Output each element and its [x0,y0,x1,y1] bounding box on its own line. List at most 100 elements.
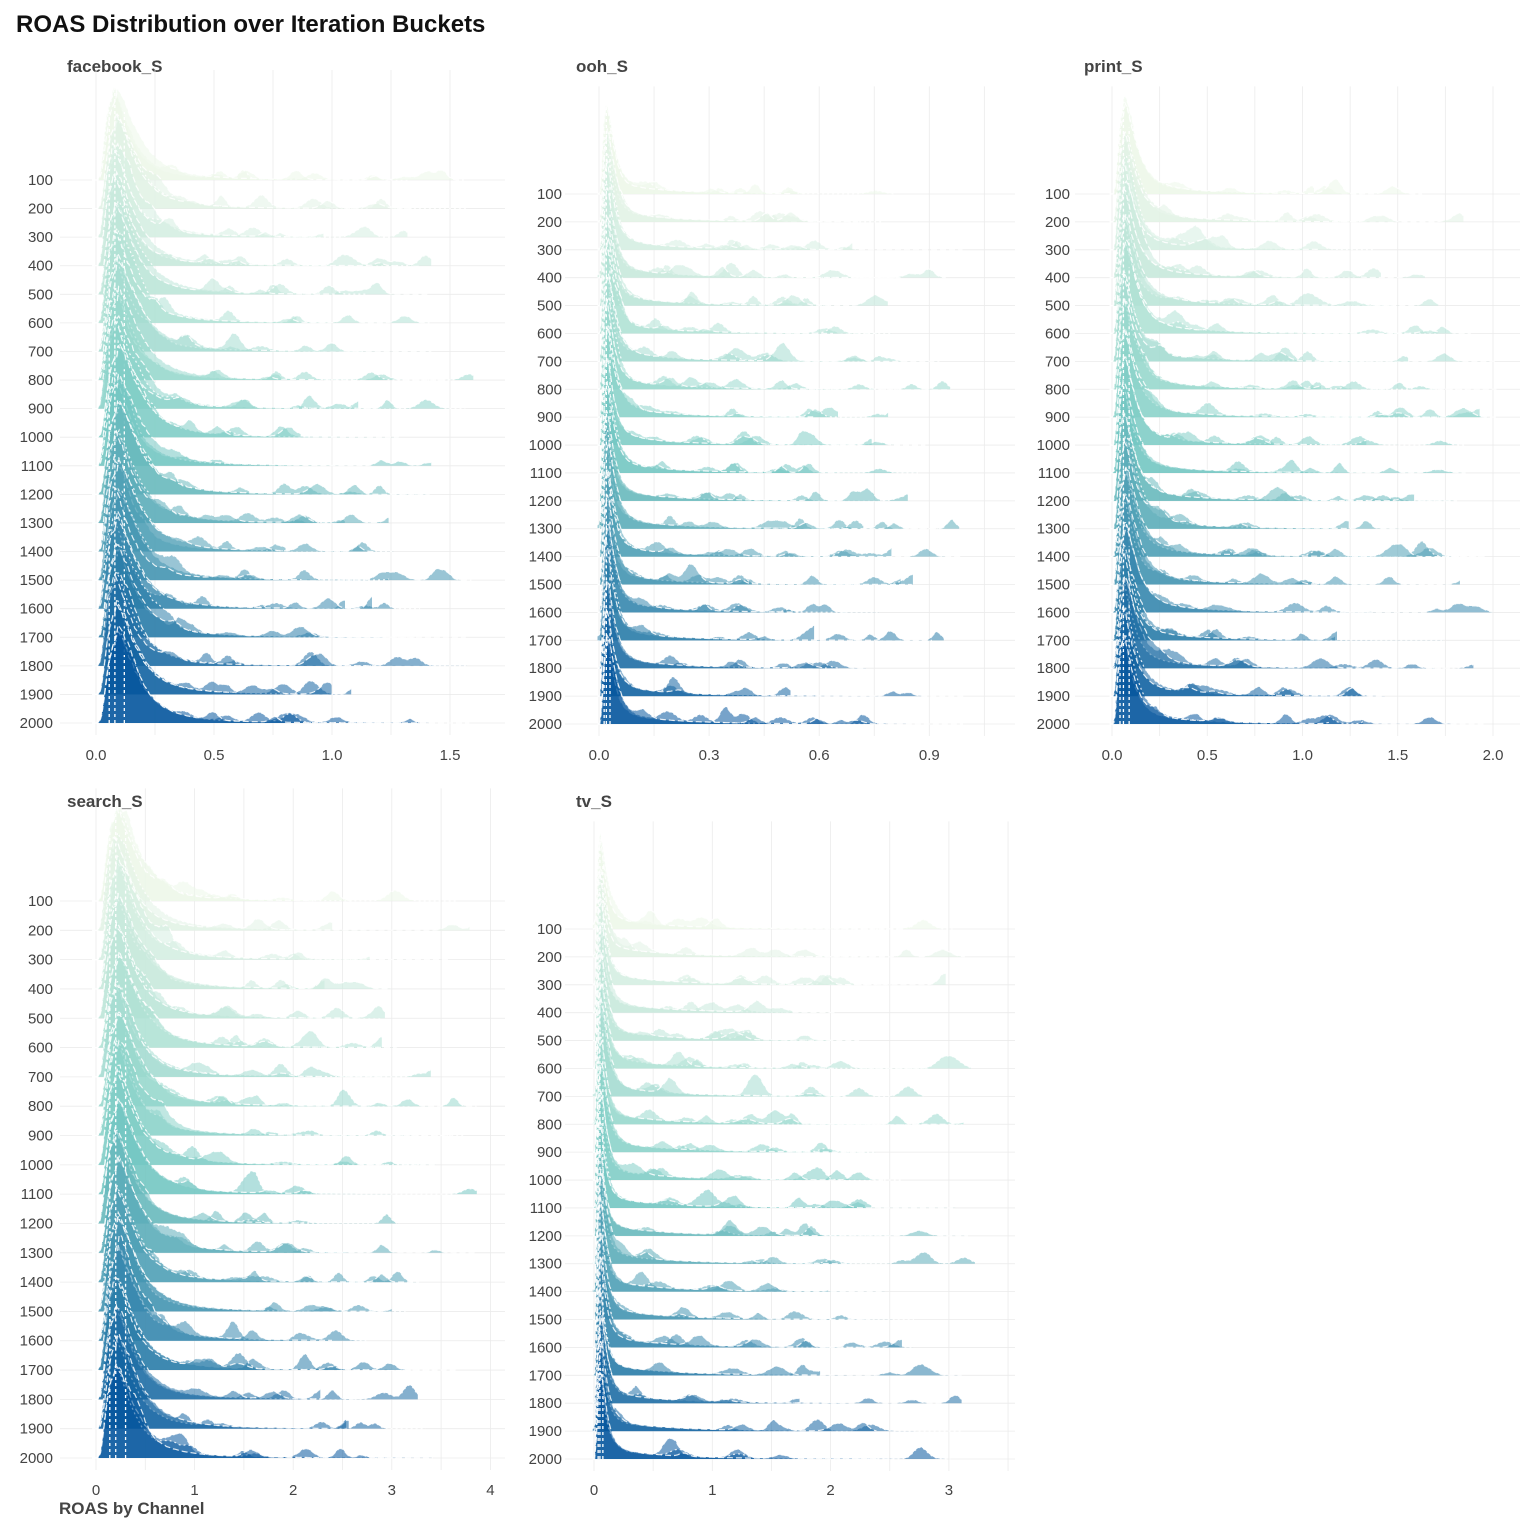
y-tick-label: 1200 [20,486,53,503]
density-outline [592,901,870,986]
density-fill [1109,331,1480,418]
y-tick-label: 1200 [529,1228,562,1245]
density-fill [592,839,909,929]
density-outline [92,1234,332,1342]
y-tick-label: 1700 [20,629,53,646]
density-outline [1109,217,1372,307]
density-fill [92,806,314,901]
density-outline [597,578,839,669]
density-outline [597,187,901,279]
density-fill [597,494,912,585]
density-outline [592,1235,846,1321]
ridge-300 [597,153,963,251]
ridge-1600 [1109,521,1493,613]
density-fill [592,869,871,957]
x-tick-label: 3 [945,1482,953,1499]
density-fill [597,153,834,250]
density-fill [1109,468,1485,557]
ridge-100 [92,804,457,902]
density-outline [592,1258,871,1348]
density-fill [592,1367,895,1459]
density-outline [92,1097,319,1195]
density-outline [1109,300,1471,390]
density-outline [592,1168,851,1265]
y-tick-label: 1400 [529,549,562,566]
density-fill [92,230,328,323]
density-outline [597,551,945,641]
y-tick-label: 1000 [20,1157,53,1174]
density-fill [592,985,931,1069]
density-outline [597,414,909,502]
ridge-1100 [597,381,919,474]
density-outline [597,245,892,335]
ridge-500 [597,215,889,307]
density-outline [592,1257,902,1348]
density-outline [592,1337,963,1432]
x-tick-label: 2 [826,1482,834,1499]
y-tick-label: 1000 [1037,437,1070,454]
ridge-1400 [1109,466,1485,558]
density-fill [1109,380,1466,473]
ridge-1600 [592,1255,914,1348]
y-tick-label: 1800 [1037,660,1070,677]
ridge-700 [592,996,924,1097]
density-outline [92,516,373,610]
density-outline [92,400,430,495]
density-outline [592,1095,884,1181]
density-outline [597,469,892,558]
density-fill [1109,524,1493,613]
ridge-1800 [1109,574,1474,669]
panel-title: tv_S [576,792,612,811]
y-tick-label: 1800 [529,1395,562,1412]
density-outline [1109,496,1353,586]
y-tick-label: 500 [537,1033,562,1050]
density-outline [1109,95,1363,195]
density-fill [592,1317,962,1404]
density-outline [92,146,408,238]
y-tick-label: 1000 [20,429,53,446]
density-outline [92,142,320,238]
density-fill [597,128,859,222]
density-outline [592,1310,800,1404]
density-outline [1109,493,1461,586]
ridge-900 [1109,327,1496,418]
ridge-200 [592,865,965,958]
ridge-1900 [592,1331,963,1432]
density-outline [92,200,368,295]
density-fill [597,243,833,334]
density-fill [597,357,863,446]
density-outline [597,103,791,195]
density-outline [592,1172,851,1265]
density-outline [592,1118,956,1209]
x-tick-label: 1.0 [322,747,343,764]
density-fill [92,345,301,438]
density-fill [1109,635,1329,724]
y-tick-label: 1700 [529,632,562,649]
y-tick-label: 1700 [20,1362,53,1379]
density-outline [92,1277,412,1371]
y-tick-label: 1600 [529,1339,562,1356]
density-outline [92,314,466,410]
y-tick-label: 300 [537,242,562,259]
panel-search_S: search_S 100 200 300 400 500 600 700 800 900 1000 1… [20,788,505,1499]
x-tick-label: 1 [190,1482,198,1499]
density-fill [592,892,946,985]
x-tick-label: 0.5 [1197,747,1218,764]
density-outline [92,604,333,695]
y-tick-label: 2000 [1037,716,1070,733]
panel-title: search_S [67,792,143,811]
density-fill [597,354,926,446]
density-fill [92,625,470,723]
density-fill [592,895,891,985]
density-outline [592,1194,885,1293]
density-outline [92,1305,354,1400]
ridge-600 [597,236,892,335]
density-outline [592,892,946,986]
y-tick-label: 1600 [529,604,562,621]
density-fill [1109,239,1439,334]
x-tick-label: 0 [590,1482,598,1499]
density-outline [592,1342,877,1432]
density-fill [92,431,320,523]
density-fill [597,578,839,669]
density-outline [592,952,860,1042]
